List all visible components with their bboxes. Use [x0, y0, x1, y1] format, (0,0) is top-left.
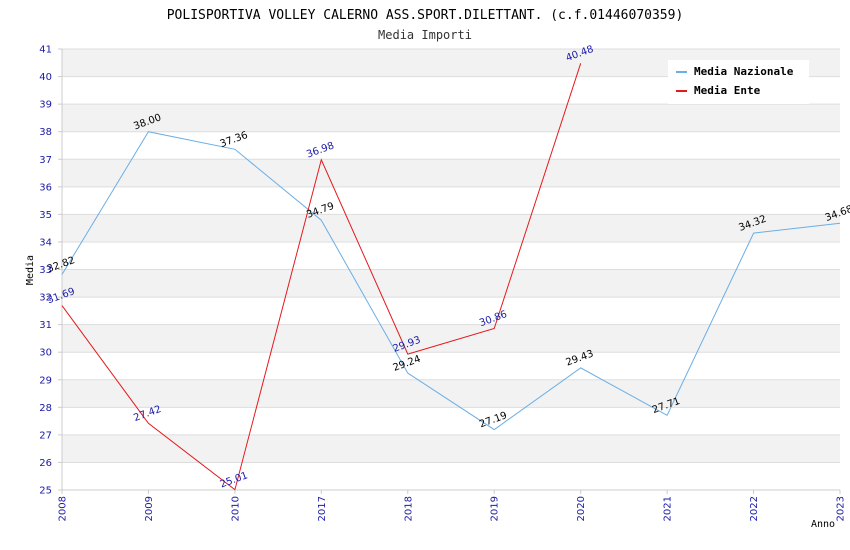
legend-label: Media Nazionale: [694, 65, 794, 78]
data-label: 27.19: [478, 410, 509, 430]
data-label: 31.69: [46, 286, 77, 306]
x-tick-label: 2010: [230, 496, 241, 521]
x-tick-label: 2008: [58, 496, 69, 521]
grid-band: [62, 434, 840, 463]
x-tick-label: 2022: [749, 496, 760, 521]
y-tick-label: 40: [39, 72, 52, 83]
grid-bands: [62, 49, 840, 463]
x-tick-label: 2021: [663, 496, 674, 521]
x-tick-label: 2018: [403, 496, 414, 521]
series-lines: [61, 63, 841, 491]
grid-band: [62, 104, 840, 132]
y-tick-label: 37: [39, 155, 52, 166]
y-tick-label: 25: [39, 486, 52, 497]
y-tick-label: 28: [39, 403, 52, 414]
grid-band: [62, 269, 840, 298]
series-line-media-ente: [61, 63, 582, 491]
y-tick-label: 27: [39, 430, 52, 441]
y-tick-label: 29: [39, 375, 52, 386]
y-tick-label: 33: [39, 265, 52, 276]
chart-title: POLISPORTIVA VOLLEY CALERNO ASS.SPORT.DI…: [167, 8, 684, 23]
y-tick-label: 35: [39, 210, 52, 221]
y-tick-label: 41: [39, 45, 52, 56]
grid-band: [62, 214, 840, 242]
x-tick-label: 2017: [317, 496, 328, 521]
grid-band: [62, 379, 840, 408]
y-tick-label: 39: [39, 100, 52, 111]
data-label: 36.98: [305, 140, 336, 160]
y-axis-label: Media: [25, 255, 36, 285]
data-label: 37.36: [219, 130, 250, 150]
y-tick-label: 34: [39, 237, 52, 248]
x-tick-label: 2020: [576, 496, 587, 521]
x-tick-label: 2019: [490, 496, 501, 521]
chart-subtitle: Media Importi: [378, 28, 472, 42]
grid-band: [62, 159, 840, 187]
y-tick-label: 32: [39, 293, 52, 304]
y-tick-label: 36: [39, 182, 52, 193]
legend: Media Nazionale Media Ente: [668, 60, 809, 104]
y-tick-label: 38: [39, 127, 52, 138]
x-axis-label: Anno: [811, 519, 835, 530]
y-tick-label: 26: [39, 458, 52, 469]
x-tick-label: 2023: [836, 496, 847, 521]
series-line-media-nazionale: [61, 131, 841, 431]
legend-label: Media Ente: [694, 84, 761, 97]
data-label: 25.01: [219, 470, 250, 490]
x-axis-ticks: 2008 2009 2010 2017 2018 2019 2020 2021 2022 2023: [58, 490, 847, 521]
y-tick-label: 31: [39, 320, 52, 331]
legend-box: [668, 60, 809, 104]
grid-band: [62, 324, 840, 353]
grid-lines: [62, 48, 840, 491]
y-axis-ticks: 25 26 27 28 29 30 31 32 33 34 35 36 37 38 39 40 41: [39, 45, 62, 497]
x-tick-label: 2009: [144, 496, 155, 521]
y-tick-label: 30: [39, 348, 52, 359]
